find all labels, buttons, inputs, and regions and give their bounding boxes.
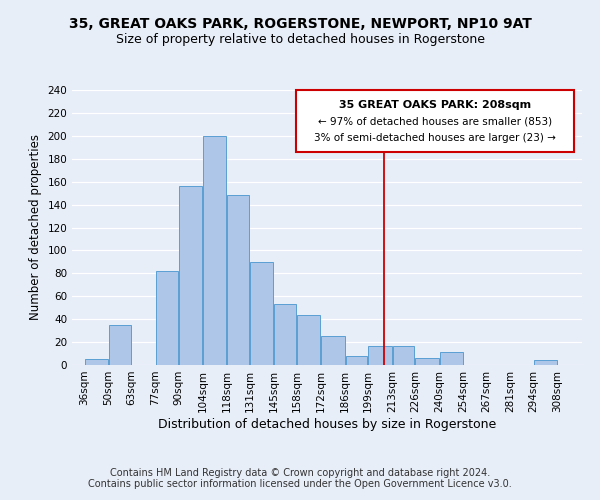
- Bar: [322, 336, 345, 365]
- Text: Contains HM Land Registry data © Crown copyright and database right 2024.: Contains HM Land Registry data © Crown c…: [110, 468, 490, 477]
- Text: 35 GREAT OAKS PARK: 208sqm: 35 GREAT OAKS PARK: 208sqm: [340, 100, 532, 110]
- Y-axis label: Number of detached properties: Number of detached properties: [29, 134, 42, 320]
- X-axis label: Distribution of detached houses by size in Rogerstone: Distribution of detached houses by size …: [158, 418, 496, 430]
- Bar: [534, 360, 557, 365]
- Text: Size of property relative to detached houses in Rogerstone: Size of property relative to detached ho…: [115, 32, 485, 46]
- Bar: [227, 196, 249, 365]
- Bar: [85, 360, 108, 365]
- Text: 35, GREAT OAKS PARK, ROGERSTONE, NEWPORT, NP10 9AT: 35, GREAT OAKS PARK, ROGERSTONE, NEWPORT…: [68, 18, 532, 32]
- Bar: [440, 352, 463, 365]
- Bar: [109, 325, 131, 365]
- Bar: [203, 136, 226, 365]
- Bar: [179, 186, 202, 365]
- Text: ← 97% of detached houses are smaller (853): ← 97% of detached houses are smaller (85…: [319, 116, 553, 126]
- Bar: [274, 304, 296, 365]
- Bar: [156, 271, 178, 365]
- Bar: [250, 262, 274, 365]
- Bar: [368, 346, 392, 365]
- Text: 3% of semi-detached houses are larger (23) →: 3% of semi-detached houses are larger (2…: [314, 132, 556, 142]
- Bar: [415, 358, 439, 365]
- Bar: [346, 356, 367, 365]
- Bar: [393, 346, 415, 365]
- Text: Contains public sector information licensed under the Open Government Licence v3: Contains public sector information licen…: [88, 479, 512, 489]
- FancyBboxPatch shape: [296, 90, 574, 152]
- Bar: [297, 314, 320, 365]
